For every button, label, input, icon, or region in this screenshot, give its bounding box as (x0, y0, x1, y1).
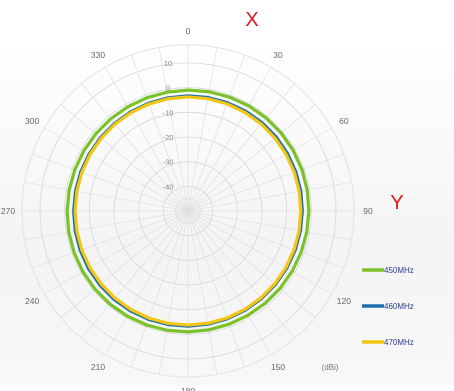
angle-tick-label: 60 (339, 116, 349, 126)
legend-label: 460MHz (384, 302, 414, 311)
legend-label: 450MHz (384, 266, 414, 275)
grid-spoke (187, 210, 218, 375)
grid-spoke (187, 210, 246, 368)
grid-spoke (187, 210, 272, 355)
grid-spoke (158, 210, 189, 375)
radial-tick-label: 10 (164, 59, 172, 68)
grid-spoke (187, 210, 352, 241)
grid-spoke (187, 210, 316, 318)
grid-spoke (31, 153, 189, 212)
angle-tick-label: 300 (25, 116, 39, 126)
series-line-450MHz (65, 88, 311, 334)
grid-spoke (104, 67, 189, 212)
grid-spoke (44, 210, 189, 295)
grid-spoke (60, 104, 189, 212)
polar-grid (21, 44, 355, 378)
angle-tick-label: 180 (181, 386, 195, 391)
angle-tick-label: 240 (25, 296, 39, 306)
legend-label: 470MHz (384, 338, 414, 347)
unit-label: (dBi) (322, 363, 339, 372)
grid-spoke (187, 210, 332, 295)
grid-spoke (187, 47, 218, 212)
grid-spoke (187, 104, 316, 212)
radial-tick-label: -40 (163, 182, 174, 191)
grid-spoke (187, 181, 352, 212)
grid-spoke (187, 83, 295, 212)
grid-spoke (104, 210, 189, 355)
grid-spoke (44, 127, 189, 212)
angle-tick-label: 210 (91, 362, 105, 372)
grid-spoke (81, 210, 189, 339)
radial-tick-label: -10 (163, 108, 174, 117)
grid-spoke (187, 210, 295, 339)
grid-spoke (81, 83, 189, 212)
grid-spoke (31, 210, 189, 269)
grid-spoke (187, 67, 272, 212)
x-axis-title: X (245, 9, 258, 31)
radial-tick-label: -30 (163, 158, 174, 167)
grid-spoke (187, 153, 345, 212)
radial-tick-label: -20 (163, 133, 174, 142)
grid-spoke (130, 54, 189, 212)
legend: 450MHz 460MHz 470MHz (362, 266, 414, 347)
y-axis-title: Y (390, 192, 403, 214)
grid-spoke (158, 47, 189, 212)
grid-spoke (60, 210, 189, 318)
angle-tick-label: 270 (1, 206, 15, 216)
angle-tick-label: 0 (186, 26, 191, 36)
grid-spoke (24, 210, 189, 241)
axis-labels: 0 30 60 90 120 150 180 210 240 270 300 330 10 0 -10 -20… (1, 26, 373, 391)
grid-spoke (187, 210, 345, 269)
angle-tick-label: 150 (271, 362, 285, 372)
radial-tick-label: 0 (166, 84, 170, 93)
angle-tick-label: 120 (337, 296, 351, 306)
angle-tick-label: 330 (91, 50, 105, 60)
grid-spoke (187, 127, 332, 212)
series-group (65, 88, 311, 334)
angle-tick-label: 30 (273, 50, 283, 60)
angle-tick-label: 90 (363, 206, 373, 216)
series-line-470MHz (73, 95, 303, 327)
grid-spoke (130, 210, 189, 368)
grid-spoke (24, 181, 189, 212)
grid-spoke (187, 54, 246, 212)
